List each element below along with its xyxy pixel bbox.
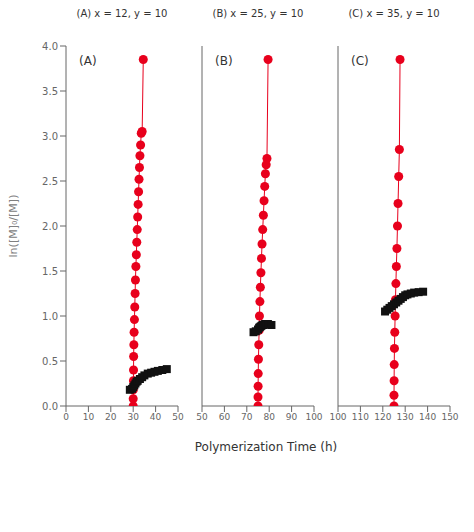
svg-text:60: 60 [219,412,231,422]
svg-text:30: 30 [127,412,139,422]
html-text:(C) x = 35, y = 10: (C) x = 35, y = 10 [348,8,440,19]
svg-text:0: 0 [63,412,69,422]
svg-text:2.0: 2.0 [42,221,58,232]
svg-text:50: 50 [196,412,208,422]
svg-text:0.5: 0.5 [42,356,58,367]
svg-text:3.0: 3.0 [42,131,58,142]
svg-text:50: 50 [172,412,184,422]
html-text:(A) x = 12, y = 10: (A) x = 12, y = 10 [76,8,168,19]
svg-text:4.0: 4.0 [42,41,58,52]
svg-text:120: 120 [374,412,391,422]
svg-text:100: 100 [305,412,322,422]
svg-text:20: 20 [105,412,117,422]
html-text:(A): (A) [79,54,97,68]
svg-text:70: 70 [241,412,253,422]
svg-text:40: 40 [150,412,162,422]
svg-text:140: 140 [419,412,436,422]
svg-text:90: 90 [286,412,298,422]
svg-text:150: 150 [441,412,458,422]
svg-text:1.5: 1.5 [42,266,58,277]
svg-text:1.0: 1.0 [42,311,58,322]
html-text:(C): (C) [351,54,369,68]
html-text:(B) x = 25, y = 10: (B) x = 25, y = 10 [212,8,304,19]
html-text:Polymerization Time (h): Polymerization Time (h) [194,440,338,454]
svg-text:ln([M]₀/[M]): ln([M]₀/[M]) [8,195,20,258]
svg-text:100: 100 [330,412,347,422]
svg-text:3.5: 3.5 [42,86,58,97]
html-text:(B): (B) [215,54,233,68]
svg-text:80: 80 [263,412,275,422]
svg-text:110: 110 [352,412,369,422]
svg-text:0.0: 0.0 [42,401,58,412]
svg-text:130: 130 [397,412,414,422]
svg-text:2.5: 2.5 [42,176,58,187]
svg-text:10: 10 [83,412,95,422]
